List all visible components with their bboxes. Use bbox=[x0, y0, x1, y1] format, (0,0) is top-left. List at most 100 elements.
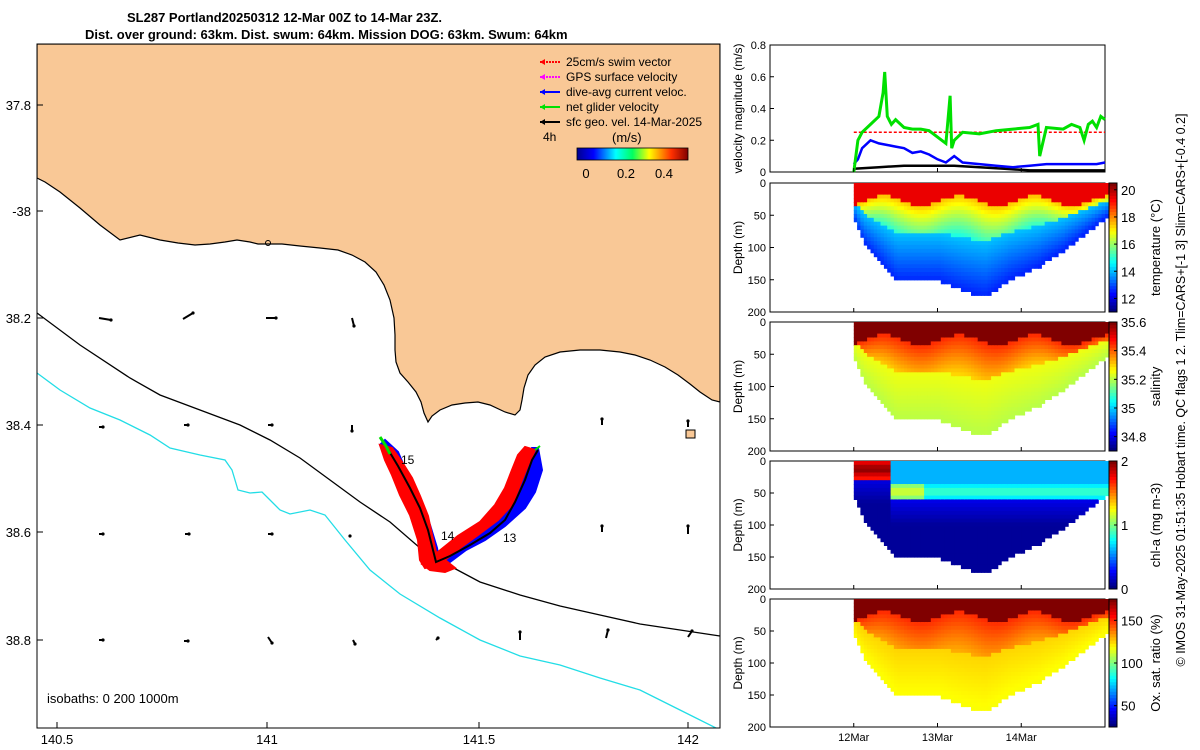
heatmap-cell bbox=[1041, 522, 1046, 527]
heatmap-cell bbox=[880, 237, 885, 242]
heatmap-cell bbox=[994, 560, 999, 566]
heatmap-cell bbox=[1001, 522, 1005, 527]
heatmap-cell bbox=[917, 237, 922, 242]
heatmap-cell bbox=[947, 275, 952, 281]
heatmap-cell bbox=[857, 503, 861, 508]
heatmap-cell bbox=[887, 345, 892, 350]
heatmap-cell bbox=[1038, 229, 1042, 234]
heatmap-cell bbox=[977, 186, 982, 192]
heatmap-cell bbox=[950, 233, 955, 238]
heatmap-cell bbox=[1007, 545, 1012, 550]
heatmap-cell bbox=[890, 380, 895, 385]
heatmap-cell bbox=[954, 403, 959, 408]
heatmap-cell bbox=[1081, 372, 1086, 377]
heatmap-cell bbox=[984, 341, 989, 346]
heatmap-cell bbox=[917, 183, 922, 188]
heatmap-cell bbox=[1038, 194, 1042, 200]
heatmap-cell bbox=[877, 376, 882, 381]
heatmap-cell bbox=[994, 484, 999, 489]
heatmap-cell bbox=[974, 322, 979, 327]
heatmap-cell bbox=[1011, 244, 1016, 250]
heatmap-cell bbox=[1001, 256, 1005, 261]
heatmap-cell bbox=[1031, 256, 1036, 261]
heatmap-cell bbox=[991, 217, 995, 223]
heatmap-cell bbox=[857, 472, 861, 477]
heatmap-cell bbox=[967, 472, 972, 477]
heatmap-cell bbox=[1038, 353, 1042, 358]
heatmap-cell bbox=[940, 194, 945, 200]
heatmap-cell bbox=[987, 387, 992, 393]
heatmap-cell bbox=[967, 387, 972, 393]
heatmap-cell bbox=[981, 349, 985, 354]
heatmap-cell bbox=[904, 341, 908, 346]
heatmap-cell bbox=[890, 472, 895, 477]
heatmap-cell bbox=[997, 484, 1002, 489]
heatmap-cell bbox=[883, 368, 888, 373]
heatmap-cell bbox=[1017, 225, 1022, 231]
heatmap-cell bbox=[957, 422, 962, 428]
heatmap-cell bbox=[897, 407, 902, 412]
heatmap-cell bbox=[927, 526, 932, 531]
heatmap-cell bbox=[1088, 322, 1093, 327]
heatmap-cell bbox=[1041, 476, 1046, 481]
heatmap-cell bbox=[900, 399, 905, 404]
heatmap-cell bbox=[1007, 537, 1012, 543]
heatmap-cell bbox=[1048, 380, 1052, 385]
heatmap-cell bbox=[1064, 198, 1069, 203]
heatmap-cell bbox=[950, 468, 955, 474]
heatmap-cell bbox=[1017, 364, 1022, 370]
heatmap-cell bbox=[914, 268, 918, 273]
heatmap-cell bbox=[1034, 534, 1039, 539]
heatmap-cell bbox=[920, 399, 925, 404]
heatmap-cell bbox=[947, 206, 952, 211]
heatmap-cell bbox=[1044, 526, 1049, 531]
heatmap-cell bbox=[1034, 333, 1039, 339]
heatmap-cell bbox=[934, 376, 938, 381]
heatmap-cell bbox=[1081, 183, 1086, 188]
heatmap-cell bbox=[897, 399, 902, 404]
heatmap-cell bbox=[960, 279, 965, 285]
heatmap-cell bbox=[867, 495, 871, 500]
heatmap-cell bbox=[860, 372, 865, 377]
heatmap-cell bbox=[997, 537, 1002, 543]
heatmap-cell bbox=[934, 214, 938, 219]
heatmap-cell bbox=[937, 244, 942, 250]
heatmap-cell bbox=[954, 233, 959, 238]
heatmap-cell bbox=[940, 372, 945, 377]
heatmap-cell bbox=[890, 349, 895, 354]
colorbar-segment bbox=[1109, 212, 1117, 216]
heatmap-cell bbox=[1088, 190, 1093, 196]
heatmap-cell bbox=[930, 480, 935, 485]
heatmap-cell bbox=[984, 549, 989, 554]
heatmap-cell bbox=[1058, 345, 1062, 350]
heatmap-cell bbox=[1027, 214, 1032, 219]
heatmap-cell bbox=[984, 337, 989, 342]
heatmap-cell bbox=[877, 190, 882, 196]
heatmap-cell bbox=[947, 341, 952, 346]
heatmap-cell bbox=[1031, 510, 1036, 516]
heatmap-cell bbox=[907, 549, 912, 554]
heatmap-cell bbox=[981, 407, 985, 412]
heatmap-cell bbox=[917, 476, 922, 481]
heatmap-cell bbox=[1031, 233, 1036, 238]
heatmap-cell bbox=[1048, 356, 1052, 362]
heatmap-cell bbox=[873, 229, 878, 234]
heatmap-cell bbox=[893, 183, 898, 188]
heatmap-cell bbox=[1007, 403, 1012, 408]
heatmap-cell bbox=[1021, 518, 1026, 523]
heatmap-cell bbox=[974, 391, 979, 397]
heatmap-cell bbox=[1017, 368, 1022, 373]
heatmap-cell bbox=[947, 518, 952, 523]
heatmap-cell bbox=[907, 507, 912, 512]
heatmap-cell bbox=[1091, 345, 1096, 350]
heatmap-cell bbox=[987, 526, 992, 531]
heatmap-cell bbox=[964, 353, 969, 358]
heatmap-cell bbox=[934, 403, 938, 408]
heatmap-cell bbox=[994, 368, 999, 373]
heatmap-cell bbox=[880, 325, 885, 331]
heatmap-cell bbox=[857, 329, 861, 335]
heatmap-cell bbox=[907, 518, 912, 523]
heatmap-cell bbox=[1004, 186, 1009, 192]
heatmap-cell bbox=[1058, 337, 1062, 342]
heatmap-cell bbox=[994, 480, 999, 485]
